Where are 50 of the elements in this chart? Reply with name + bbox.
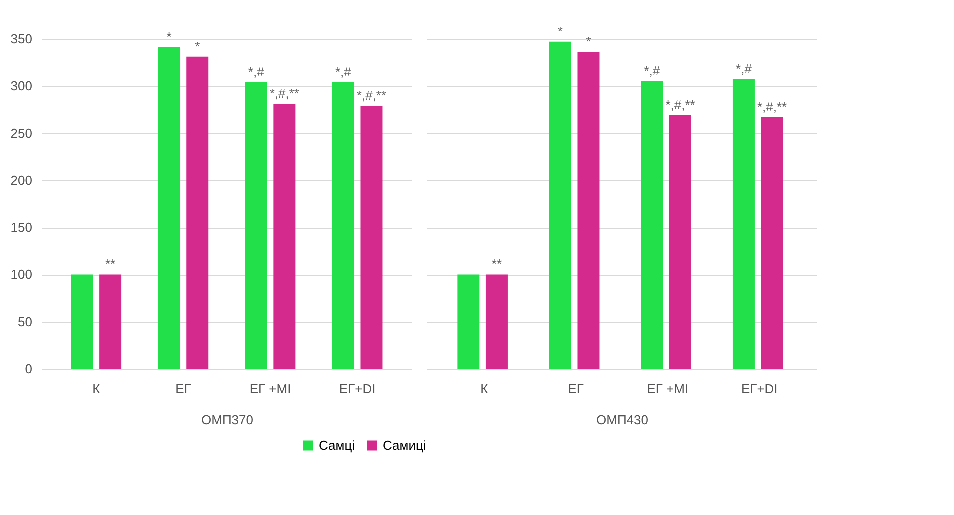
- data-label: *: [166, 29, 172, 44]
- x-tick-label: К: [480, 382, 489, 396]
- bar: [245, 82, 268, 369]
- data-label: *,#,**: [757, 99, 788, 114]
- data-label: *: [195, 38, 200, 54]
- y-tick-label: 250: [10, 126, 32, 141]
- y-tick-label: 50: [18, 314, 32, 330]
- bar: [100, 274, 122, 369]
- x-axis-title: ОМП370: [202, 412, 254, 428]
- y-tick-label: 350: [10, 32, 32, 46]
- data-label: *,#: [335, 64, 352, 80]
- bar: [549, 42, 572, 369]
- x-tick-label: К: [92, 382, 101, 396]
- bar: [158, 47, 180, 369]
- data-label: *,#: [248, 64, 266, 80]
- data-label: *,#: [736, 62, 753, 77]
- x-tick-label: ЕГ +МІ: [647, 382, 689, 396]
- x-tick-label: ЕГ+DI: [339, 382, 376, 396]
- legend-label: Самці: [319, 438, 356, 453]
- y-tick-label: 200: [10, 172, 32, 188]
- legend-label: Самиці: [383, 438, 426, 453]
- data-label: *,#,**: [666, 97, 696, 112]
- data-label: *: [558, 24, 563, 39]
- data-label: *: [586, 34, 592, 50]
- data-label: *,#,**: [270, 86, 300, 102]
- bar: [186, 56, 209, 369]
- data-label: **: [492, 256, 502, 272]
- y-tick-label: 300: [10, 78, 32, 94]
- bar: [578, 52, 600, 369]
- data-label: *,#,**: [356, 88, 387, 103]
- x-tick-label: ЕГ +МІ: [250, 382, 292, 396]
- bar: [486, 274, 508, 369]
- y-tick-label: 0: [25, 362, 32, 376]
- data-label: **: [105, 256, 116, 272]
- bar: [670, 115, 692, 369]
- bar: [274, 104, 296, 369]
- bar: [458, 274, 480, 369]
- x-tick-label: ЕГ: [176, 382, 192, 396]
- x-axis-title: ОМП430: [596, 412, 648, 428]
- bar: [761, 117, 784, 369]
- x-tick-label: ЕГ+DI: [741, 382, 778, 396]
- bar: [641, 81, 664, 369]
- bar: [360, 106, 383, 369]
- y-tick-label: 150: [10, 220, 32, 236]
- y-tick-label: 100: [10, 267, 32, 282]
- bar: [732, 80, 755, 369]
- data-label: *,#: [644, 63, 661, 78]
- bar: [332, 82, 354, 369]
- x-tick-label: ЕГ: [568, 382, 584, 396]
- bar: [71, 274, 94, 369]
